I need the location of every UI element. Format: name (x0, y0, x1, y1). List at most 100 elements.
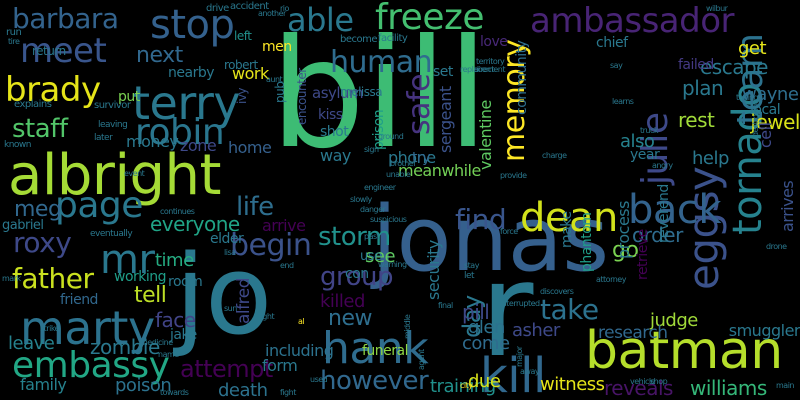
word: eventually (90, 229, 133, 239)
word: medicine (140, 338, 173, 347)
word: men (262, 39, 292, 55)
word: page (55, 185, 143, 226)
word: nearby (168, 65, 215, 81)
word: sign (364, 145, 379, 154)
word: judge (650, 310, 698, 331)
word: meet (20, 31, 107, 71)
word: jo (175, 231, 272, 359)
word: agent (417, 349, 426, 370)
word: angry (652, 161, 673, 170)
word: known (4, 140, 32, 150)
word: stay (464, 261, 479, 270)
word: back (628, 187, 722, 233)
word: put (118, 89, 140, 105)
word: life (236, 192, 274, 222)
word: also (620, 131, 655, 152)
word: destroying (751, 99, 760, 137)
word: process (614, 201, 633, 259)
word: vehicle (630, 377, 656, 386)
word: valentine (476, 100, 495, 170)
word: middle (403, 314, 412, 339)
word: bill (270, 8, 489, 182)
word: williams (690, 376, 767, 400)
word: end (280, 261, 294, 270)
word: local (750, 102, 781, 118)
word: mr (100, 237, 155, 283)
word: brother (390, 159, 417, 168)
word: time (155, 250, 194, 271)
word: working (114, 269, 167, 285)
word: set (433, 64, 453, 80)
word: freeze (375, 0, 485, 38)
word: jonas (372, 187, 609, 292)
word: community (514, 40, 530, 115)
word: phantom (579, 212, 595, 272)
word: asher (512, 320, 560, 341)
word: kiss (318, 107, 343, 123)
word: robin (135, 112, 225, 153)
word: continues (160, 207, 195, 216)
word: tire (8, 37, 20, 46)
word: retrieve (635, 229, 651, 280)
word: batman (585, 321, 783, 381)
word: danger (360, 205, 386, 214)
word: storm (318, 222, 391, 252)
word: encounter (295, 68, 309, 125)
word: ivy (235, 87, 249, 104)
word: cell (756, 122, 775, 148)
word: engineer (364, 183, 396, 192)
word: territory (476, 57, 505, 66)
word: jewel (750, 110, 800, 134)
word: dean (520, 195, 618, 241)
word: suspicious (370, 215, 407, 224)
word: father (12, 262, 94, 295)
word: leave (8, 333, 55, 354)
word: say (610, 61, 623, 70)
word: interrupted (500, 299, 540, 308)
word: failed (678, 57, 714, 73)
word: let (464, 271, 475, 281)
word: mark (2, 274, 21, 283)
word: direct (474, 65, 494, 74)
word: make (559, 211, 575, 248)
word: explains (14, 99, 52, 110)
word: rest (678, 108, 715, 132)
word: past (364, 232, 380, 241)
word: later (94, 133, 113, 143)
word: staff (12, 114, 68, 144)
word: ambassador (530, 1, 735, 41)
word: kill (480, 348, 546, 400)
word: love (480, 34, 508, 50)
word: death (218, 380, 268, 400)
word: leaving (98, 120, 128, 130)
word: drone (766, 242, 787, 251)
word: wayne (742, 84, 799, 105)
word: chief (596, 35, 628, 51)
word: sergeant (436, 86, 455, 153)
word: take (540, 293, 599, 326)
word: begin (230, 228, 312, 263)
word: fight (280, 388, 296, 397)
word: lisa (224, 248, 236, 257)
word: event (124, 169, 145, 178)
word: aunt (266, 75, 283, 84)
word: use (360, 249, 382, 264)
word: escape (700, 55, 768, 79)
word: marty (20, 301, 155, 355)
word: ground (378, 132, 404, 141)
word: main (776, 381, 795, 390)
word: try (412, 150, 431, 166)
word: witness (540, 374, 605, 395)
word: work (232, 64, 269, 83)
word: order (632, 223, 683, 247)
word: force (500, 227, 518, 236)
word: plan (682, 76, 724, 100)
word: however (320, 366, 429, 396)
word: used (310, 375, 328, 384)
word: shot (320, 124, 349, 140)
word: money (126, 132, 179, 151)
word: prison (371, 109, 387, 150)
word: see (365, 246, 396, 267)
word: facility (378, 33, 408, 44)
word: attorney (596, 275, 626, 284)
